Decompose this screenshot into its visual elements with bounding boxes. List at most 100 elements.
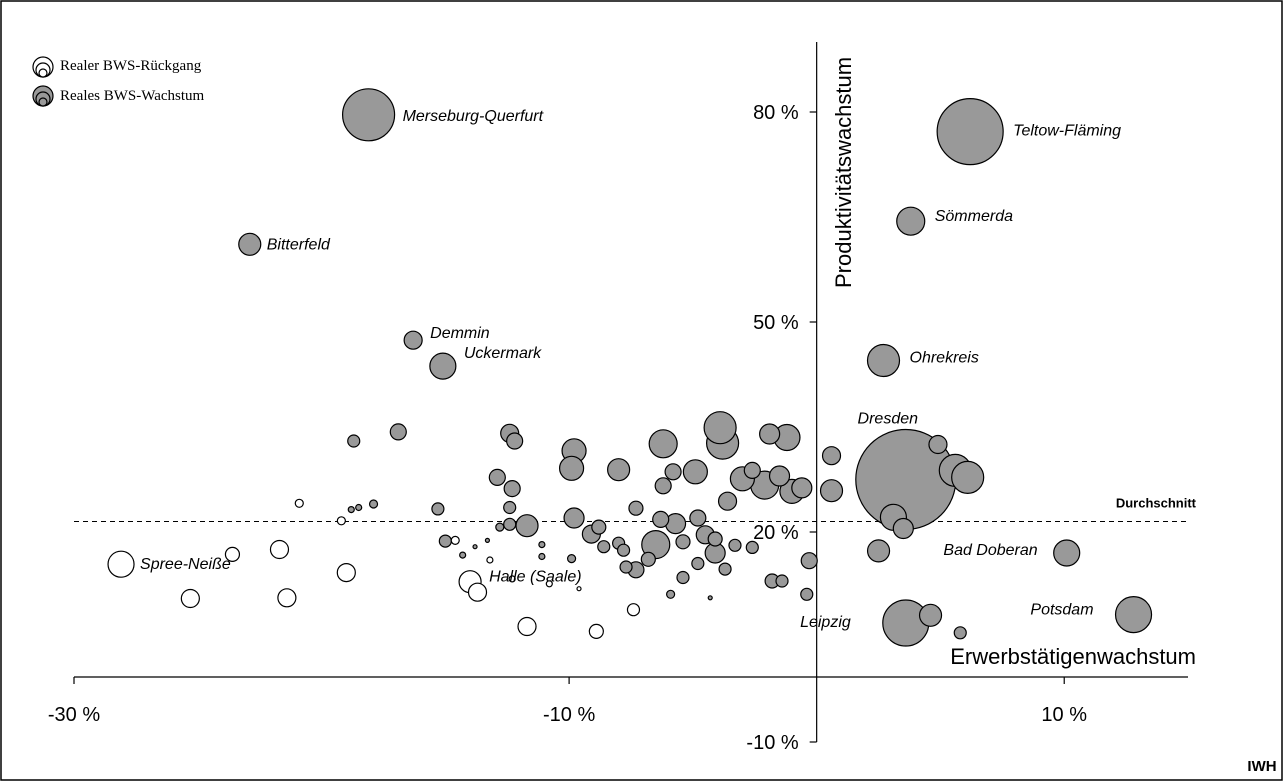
bubble-growth [676, 570, 690, 585]
bubble-growth [953, 626, 967, 640]
bubble-decline [269, 539, 290, 560]
bubble-label: Spree-Neiße [140, 556, 231, 573]
bubble-growth [951, 460, 985, 494]
bubble-growth [389, 423, 407, 441]
bubble-decline [467, 582, 488, 602]
bubble-growth [238, 232, 262, 256]
bubble-growth [775, 574, 789, 588]
bubble-growth [800, 552, 818, 570]
bubble-growth [648, 429, 678, 459]
bubble-growth [745, 540, 759, 555]
bubble-growth [484, 537, 491, 544]
bubble-decline [486, 556, 494, 564]
bubble-growth [759, 423, 781, 445]
legend-entry-growth: Reales BWS-Wachstum [32, 85, 205, 107]
bubble-growth [429, 352, 457, 380]
x-ticks: -30 % -10 % 10 % [48, 677, 1087, 726]
bubble-label: Demmin [430, 325, 490, 342]
bubble-growth [591, 519, 607, 535]
bubble-decline [545, 580, 553, 588]
bubble-growth [495, 522, 505, 532]
bubble-label: Potsdam [1030, 602, 1093, 619]
bubble-growth [503, 517, 517, 531]
bubble-growth [918, 603, 943, 627]
bubble-label: Dresden [858, 411, 919, 428]
average-label: Durchschnitt [1116, 496, 1197, 511]
bubble-growth [640, 551, 656, 567]
bubble-growth [355, 503, 363, 512]
bubble-growth [503, 480, 521, 498]
bubble-growth [866, 539, 891, 563]
bubble-label: Bitterfeld [267, 236, 331, 253]
y-tick-label: 20 % [753, 522, 799, 544]
x-tick-label: -10 % [543, 704, 595, 726]
bubble-growth [707, 531, 723, 547]
bubble-label: Uckermark [464, 345, 542, 362]
y-tick-label: 80 % [753, 102, 799, 124]
bubble-growth [628, 500, 644, 516]
bubble-growth [403, 330, 423, 350]
bubble-decline [336, 562, 356, 583]
y-ticks: 80 % 50 % 20 % -10 % [746, 102, 817, 754]
bubble-label: Leipzig [800, 614, 851, 631]
bubble-growth [896, 206, 926, 236]
bubble-growth [538, 552, 546, 561]
bubble-growth [768, 465, 791, 487]
bubble-growth [666, 589, 676, 599]
bubble-growth [728, 538, 742, 552]
bubble-label: Halle (Saale) [489, 569, 581, 586]
bubble-growth [707, 595, 713, 601]
bubble-growth [675, 534, 691, 550]
bubble-decline [517, 616, 537, 637]
bubble-growth [506, 432, 524, 450]
bubble-growth [743, 461, 761, 479]
bubble-growth [472, 544, 478, 550]
x-tick-label: 10 % [1041, 704, 1087, 726]
bubble-growth [936, 98, 1004, 166]
bubble-decline [588, 623, 604, 640]
bubble-decline [224, 546, 241, 563]
x-axis-title: Erwerbstätigenwachstum [950, 644, 1196, 669]
bubble-growth [459, 551, 467, 559]
bubble-labels: Dresden Teltow-Fläming Merseburg-Querfurt L… [140, 108, 1121, 631]
y-tick-label: -10 % [746, 732, 798, 754]
bubble-growth [689, 509, 707, 527]
bubble-growth [368, 499, 379, 509]
bubble-label: Bad Doberan [943, 542, 1037, 559]
legend-label-decline: Realer BWS-Rückgang [60, 58, 202, 74]
bubble-growth [703, 411, 737, 445]
bubble-growth [819, 479, 844, 503]
bubble-growth [607, 458, 631, 482]
bubble-growth [866, 343, 901, 378]
bubble-growth [538, 540, 546, 549]
bubble-growth [597, 540, 611, 554]
bubble-decline [450, 535, 460, 546]
bubble-growth [431, 502, 445, 516]
bubble-growth [718, 562, 732, 576]
bubble-decline [576, 586, 582, 592]
bubble-growth [347, 434, 361, 448]
bubble-growth [717, 491, 738, 511]
bubble-growth [1053, 539, 1081, 567]
bubble-growth [558, 455, 585, 481]
bubble-growth [791, 477, 813, 499]
bubble-growth [1114, 595, 1153, 634]
y-axis-title: Produktivitätswachstum [831, 57, 856, 288]
bubble-decline [294, 498, 304, 508]
bubble-growth [619, 560, 633, 574]
bubble-decline [277, 588, 297, 608]
bubble-growth [347, 506, 355, 514]
bubble-growth [652, 510, 670, 529]
legend-marker-decline-inner [38, 68, 48, 78]
bubble-growth [892, 517, 914, 540]
y-tick-label: 50 % [753, 312, 799, 334]
bubble-growth [563, 507, 585, 529]
bubble-growth [691, 556, 705, 571]
bubble-growth [664, 463, 682, 481]
legend-label-growth: Reales BWS-Wachstum [60, 88, 205, 104]
bubble-growth [800, 587, 814, 601]
bubble-growth [566, 553, 577, 564]
source-label: IWH [1247, 758, 1276, 775]
